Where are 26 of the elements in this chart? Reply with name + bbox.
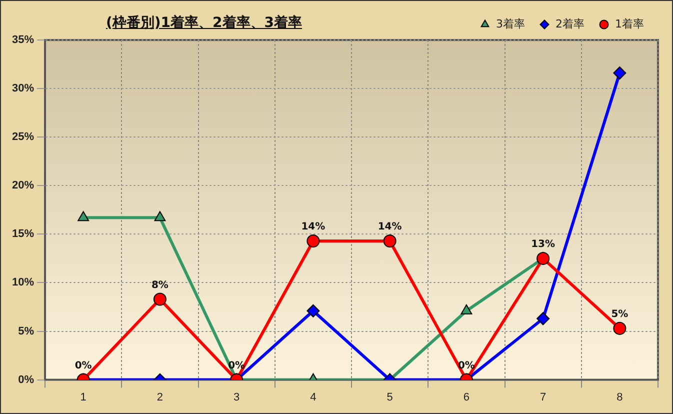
data-label: 14%	[301, 222, 326, 233]
legend-label: 3着率	[496, 17, 526, 30]
y-tick-label: 35%	[12, 34, 34, 46]
data-label: 8%	[151, 280, 168, 291]
y-tick-label: 30%	[12, 82, 34, 95]
x-tick-label: 3	[234, 391, 240, 404]
x-tick-label: 1	[80, 391, 86, 404]
y-tick-label: 5%	[18, 325, 34, 338]
y-tick-label: 15%	[12, 228, 34, 240]
x-tick-label: 7	[540, 391, 546, 404]
x-tick-label: 4	[310, 391, 316, 404]
y-tick-label: 25%	[12, 131, 34, 144]
data-label: 14%	[378, 222, 402, 233]
x-tick-label: 8	[616, 391, 623, 404]
x-tick-label: 6	[463, 391, 470, 404]
data-label: 5%	[611, 308, 628, 320]
chart-title: (枠番別)1着率、2着率、3着率	[106, 14, 302, 32]
data-label: 13%	[531, 239, 556, 250]
x-tick-label: 5	[386, 391, 393, 404]
legend-label: 1着率	[615, 17, 644, 30]
data-label: 0%	[74, 360, 92, 372]
y-tick-label: 10%	[12, 276, 34, 289]
legend-label: 2着率	[556, 17, 585, 30]
x-tick-label: 2	[156, 391, 164, 404]
y-tick-label: 20%	[12, 180, 34, 192]
y-tick-label: 0%	[18, 374, 34, 386]
